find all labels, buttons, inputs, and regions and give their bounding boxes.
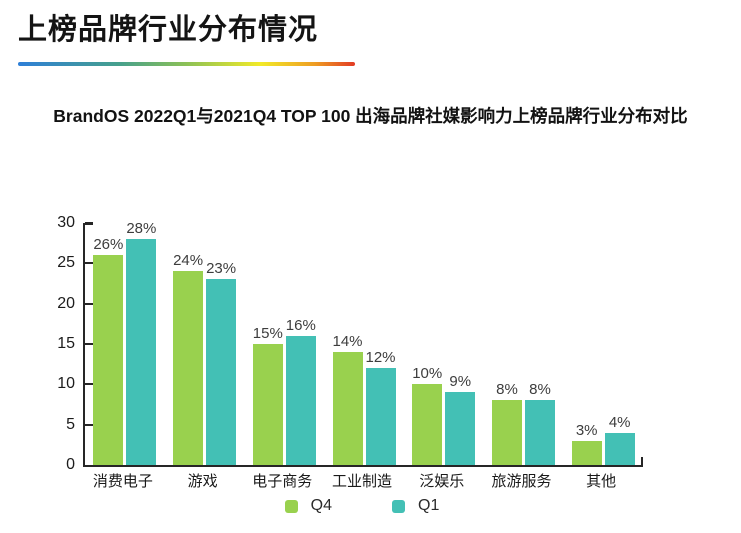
bar-value-label: 8% <box>529 381 551 399</box>
y-tick-label: 20 <box>57 294 75 312</box>
category-label: 其他 <box>586 473 617 490</box>
bar-value-label: 24% <box>173 252 204 270</box>
y-tick-label: 10 <box>57 375 75 393</box>
page-title: 上榜品牌行业分布情况 <box>18 14 319 46</box>
legend-label: Q4 <box>310 497 332 514</box>
bar-group: 10% 9% <box>404 365 484 465</box>
bar-value-label: 14% <box>332 333 363 351</box>
bar-value-label: 10% <box>412 365 443 383</box>
q1-swatch-icon <box>392 499 405 513</box>
bar-q1: 16% <box>286 317 316 465</box>
bar-q1: 4% <box>604 414 635 465</box>
legend-label: Q1 <box>418 497 440 514</box>
bar-q4: 24% <box>173 252 203 465</box>
bar-groups: 26% 28% 24% 23% 15% 16% 14% 12% 10% 9% 8% 8% 3% 4% <box>85 220 643 465</box>
legend-item-q4: Q4 <box>284 497 332 515</box>
bar-q1: 23% <box>206 260 236 465</box>
bar-q1: 12% <box>366 349 396 465</box>
y-axis-tick <box>85 302 93 305</box>
bar-value-label: 8% <box>496 381 518 399</box>
category-labels: 消费电子 游戏 电子商务 工业制造 泛娱乐 旅游服务 其他 <box>83 470 641 491</box>
category-label: 游戏 <box>187 473 218 490</box>
y-axis-tick <box>85 343 93 345</box>
bar-value-label: 28% <box>126 220 157 238</box>
bar-q4: 10% <box>412 365 442 465</box>
bar-q4: 3% <box>571 422 602 465</box>
category-label: 消费电子 <box>92 473 153 490</box>
bar-group: 15% 16% <box>244 317 324 465</box>
bar-value-label: 15% <box>252 325 283 342</box>
bar-value-label: 12% <box>365 349 396 367</box>
bar-q1: 9% <box>445 373 476 465</box>
x-axis-end-tick <box>641 457 643 465</box>
bar-q4: 14% <box>333 333 363 465</box>
category-label: 工业制造 <box>332 473 393 490</box>
bar-value-label: 16% <box>285 316 316 334</box>
bar-value-label: 9% <box>449 373 472 391</box>
y-axis-tick <box>85 222 93 224</box>
y-tick-label: 0 <box>66 456 75 473</box>
gradient-divider <box>18 62 355 66</box>
bar-q4: 15% <box>253 325 283 465</box>
y-tick-label: 25 <box>57 254 75 272</box>
bar-value-label: 3% <box>575 421 598 439</box>
bar-group: 24% 23% <box>165 252 245 465</box>
legend: Q4 Q1 <box>83 497 641 515</box>
y-axis-tick <box>85 262 93 265</box>
chart-subtitle: BrandOS 2022Q1与2021Q4 TOP 100 出海品牌社媒影响力上… <box>53 106 688 126</box>
y-axis-tick <box>85 423 93 426</box>
y-tick-label: 30 <box>57 214 75 231</box>
y-tick-label: 5 <box>66 415 75 433</box>
y-tick-label: 15 <box>57 335 75 352</box>
bar-value-label: 23% <box>206 260 237 278</box>
y-axis-top-tick <box>85 223 93 225</box>
category-label: 电子商务 <box>252 473 313 490</box>
bar-group: 3% 4% <box>563 414 643 465</box>
y-axis-tick <box>85 383 93 386</box>
bar-q4: 26% <box>93 236 123 465</box>
category-label: 泛娱乐 <box>419 473 465 490</box>
bar-q4: 8% <box>491 381 522 465</box>
bar-q1: 28% <box>126 220 156 465</box>
q4-swatch-icon <box>284 499 298 513</box>
category-label: 旅游服务 <box>491 473 552 490</box>
bar-group: 14% 12% <box>324 333 404 465</box>
bar-group: 26% 28% <box>85 220 165 465</box>
bar-value-label: 26% <box>93 236 124 254</box>
bar-q1: 8% <box>524 381 555 465</box>
bar-value-label: 4% <box>608 413 631 431</box>
bar-group: 8% 8% <box>484 381 564 465</box>
legend-item-q1: Q1 <box>392 497 439 515</box>
